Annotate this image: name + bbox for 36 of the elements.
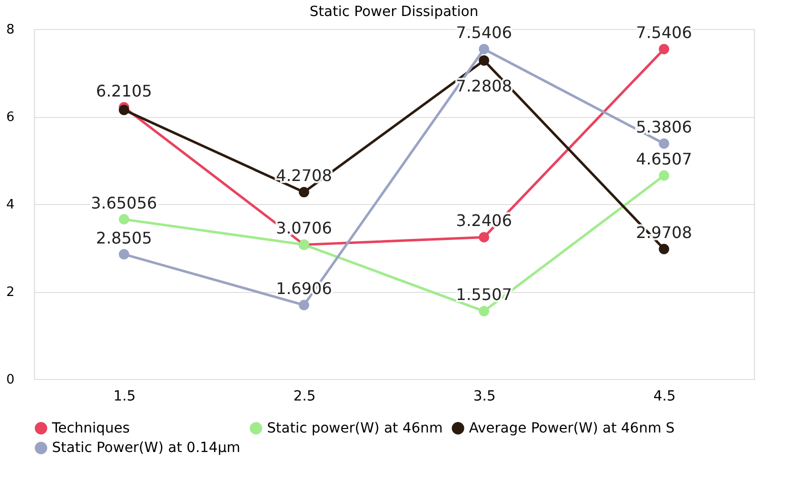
point (118, 214, 130, 225)
data-label: 1.6906 (276, 279, 332, 298)
point (118, 249, 130, 260)
y-tick-label: 2 (6, 285, 14, 300)
point (478, 55, 490, 66)
point (298, 300, 310, 310)
legend-label: Static power(W) at 46nm (267, 420, 443, 436)
point (658, 244, 670, 254)
data-label: 7.5406 (636, 23, 692, 42)
y-tick-label: 4 (6, 198, 14, 212)
point (658, 138, 670, 149)
data-label: 4.6507 (636, 150, 692, 169)
point (658, 170, 670, 181)
x-tick-label: 1.5 (113, 388, 136, 404)
point (118, 104, 130, 116)
point (298, 186, 310, 198)
point (658, 44, 670, 54)
legend-label: Techniques (51, 420, 130, 436)
data-label: 5.3806 (636, 118, 692, 137)
x-tick-label: 2.5 (293, 388, 316, 404)
data-label: 3.65056 (90, 193, 158, 212)
point (478, 44, 490, 54)
y-tick-label: 0 (6, 372, 14, 388)
x-tick-label: 3.5 (473, 388, 496, 404)
y-tick-label: 6 (6, 110, 14, 125)
point (478, 306, 490, 316)
data-label: 7.5406 (456, 23, 512, 42)
data-label: 6.2105 (96, 81, 152, 100)
y-tick-label: 8 (6, 22, 14, 38)
point (478, 232, 490, 242)
data-label: 2.8505 (96, 228, 152, 248)
chart-title: Static Power Dissipation (310, 4, 478, 20)
legend-label: Static Power(W) at 0.14μm (52, 440, 240, 456)
x-tick-label: 4.5 (653, 388, 676, 404)
data-label: 1.5507 (456, 285, 512, 304)
legend-label: Average Power(W) at 46nm S (469, 420, 675, 436)
